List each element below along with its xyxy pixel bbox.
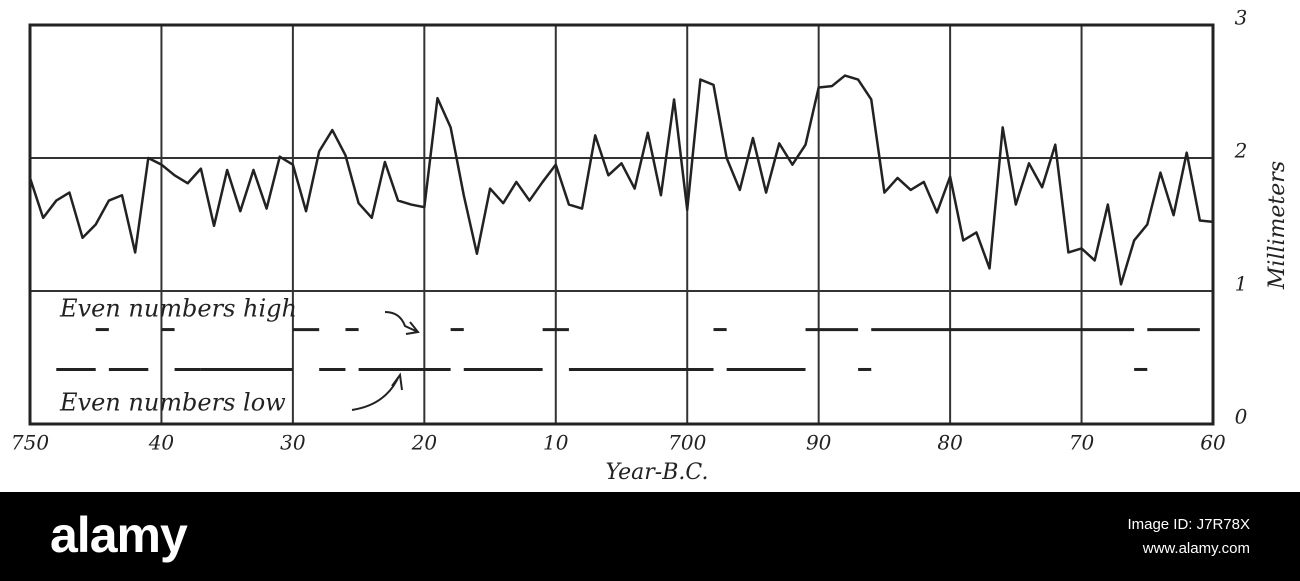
- x-tick-label: 70: [1069, 431, 1095, 455]
- data-line: [28, 74, 1214, 286]
- x-tick-label: 40: [148, 431, 175, 455]
- x-tick-label: 700: [668, 431, 706, 455]
- watermark-url: www.alamy.com: [1142, 540, 1250, 557]
- y-tick-label: 3: [1235, 6, 1248, 30]
- y-tick-label: 1: [1235, 272, 1248, 296]
- x-tick-label: 750: [11, 431, 49, 455]
- x-tick-label: 80: [937, 431, 963, 455]
- chart: Year-B.C. Millimeters 750 40 30 20 10 700 90 80…: [11, 6, 1290, 486]
- annotation: Even numbers low: [59, 389, 286, 417]
- x-tick-label: 30: [280, 431, 306, 455]
- plot-frame: [28, 23, 1215, 426]
- y-tick-label: 2: [1234, 139, 1248, 163]
- x-tick-label: 90: [806, 431, 832, 455]
- y-axis-label: Millimeters: [1265, 161, 1290, 290]
- arrow: [384, 311, 420, 335]
- watermark-id: Image ID: J7R78X: [1127, 516, 1250, 533]
- x-axis-label: Year-B.C.: [606, 460, 709, 485]
- annotation: Even numbers high: [59, 295, 297, 323]
- x-tick-label: 10: [543, 431, 569, 455]
- x-tick-label: 60: [1200, 431, 1226, 455]
- watermark-band: alamy Image ID: J7R78X www.alamy.com: [0, 492, 1300, 581]
- y-tick-label: 0: [1235, 405, 1248, 429]
- watermark-logo: alamy: [50, 507, 188, 563]
- arrow: [351, 372, 403, 411]
- x-tick-label: 20: [411, 431, 438, 455]
